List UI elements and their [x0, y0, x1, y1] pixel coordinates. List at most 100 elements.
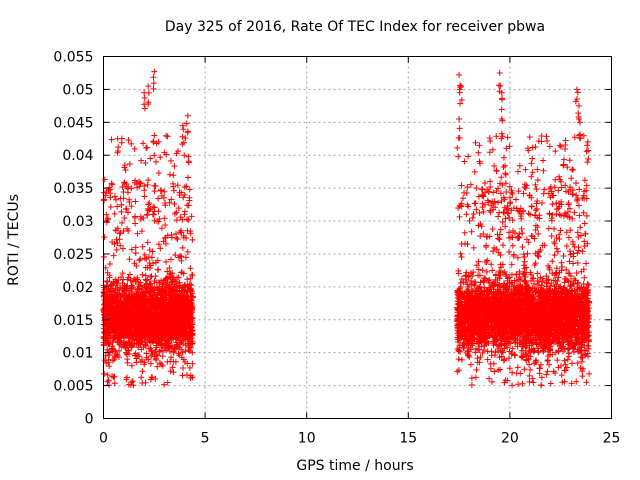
data-point [166, 171, 173, 178]
data-point [513, 196, 520, 203]
data-point [458, 182, 465, 189]
data-point [181, 152, 188, 159]
data-point [180, 365, 187, 372]
data-point [148, 254, 155, 261]
data-point [139, 271, 146, 278]
data-point [493, 133, 500, 140]
data-point [159, 353, 166, 360]
data-point [186, 364, 193, 371]
data-point [177, 229, 184, 236]
data-point [131, 145, 138, 152]
data-point [116, 230, 123, 237]
data-point [113, 246, 120, 253]
data-point [139, 368, 146, 375]
data-point [101, 370, 108, 377]
data-point [504, 134, 511, 141]
data-point [554, 357, 561, 364]
data-point [138, 374, 145, 381]
data-point [152, 376, 159, 383]
data-point [543, 371, 550, 378]
data-point [184, 202, 191, 209]
data-point [465, 153, 472, 160]
data-point [137, 179, 144, 186]
data-point [187, 275, 194, 282]
data-point [185, 159, 192, 166]
data-point [124, 209, 131, 216]
data-point [583, 182, 590, 189]
data-point [147, 360, 154, 367]
data-point [514, 364, 521, 371]
data-point [126, 271, 133, 278]
data-point [175, 148, 182, 155]
data-point [164, 133, 171, 140]
data-point [486, 375, 493, 382]
data-point [163, 132, 170, 139]
data-point [189, 236, 196, 243]
data-point [574, 360, 581, 367]
data-point [182, 135, 189, 142]
data-point [146, 199, 153, 206]
data-point [128, 140, 135, 147]
data-point [189, 360, 196, 367]
data-point [179, 372, 186, 379]
data-point [551, 252, 558, 259]
data-point [179, 133, 186, 140]
data-point [457, 250, 464, 257]
data-point [164, 358, 171, 365]
data-point [170, 369, 177, 376]
data-point [157, 245, 164, 252]
data-point [167, 157, 174, 164]
data-point [128, 203, 135, 210]
data-point [185, 174, 192, 181]
data-point [161, 215, 168, 222]
data-point [491, 244, 498, 251]
data-point [566, 157, 573, 164]
data-point [174, 182, 181, 189]
data-point [571, 275, 578, 282]
data-point [171, 201, 178, 208]
data-point [552, 370, 559, 377]
data-point [490, 189, 497, 196]
data-point [104, 378, 111, 385]
data-point [182, 254, 189, 261]
data-point [568, 360, 575, 367]
data-point [111, 380, 118, 387]
data-point [173, 217, 180, 224]
data-point [495, 213, 502, 220]
data-point [147, 155, 154, 162]
data-point [111, 193, 118, 200]
data-point [515, 381, 522, 388]
data-point [144, 144, 151, 151]
data-point [454, 144, 461, 151]
data-point [538, 133, 545, 140]
data-point [114, 352, 121, 359]
data-point [534, 166, 541, 173]
data-point [118, 202, 125, 209]
data-point [155, 241, 162, 248]
data-point [101, 234, 108, 241]
data-point [159, 362, 166, 369]
data-point [103, 219, 110, 226]
data-point [558, 372, 565, 379]
data-point [112, 196, 119, 203]
data-point [557, 227, 564, 234]
data-point [468, 375, 475, 382]
data-point [143, 277, 150, 284]
data-point [494, 199, 501, 206]
data-point [534, 270, 541, 277]
data-point [118, 208, 125, 215]
data-point [111, 210, 118, 217]
data-point [185, 216, 192, 223]
data-point [126, 256, 133, 263]
data-point [117, 229, 124, 236]
data-point [584, 138, 591, 145]
data-point [489, 226, 496, 233]
data-point [184, 276, 191, 283]
data-point [124, 359, 131, 366]
data-point [155, 195, 162, 202]
data-point [165, 343, 172, 350]
data-point [526, 361, 533, 368]
data-point [171, 210, 178, 217]
data-point [151, 182, 158, 189]
